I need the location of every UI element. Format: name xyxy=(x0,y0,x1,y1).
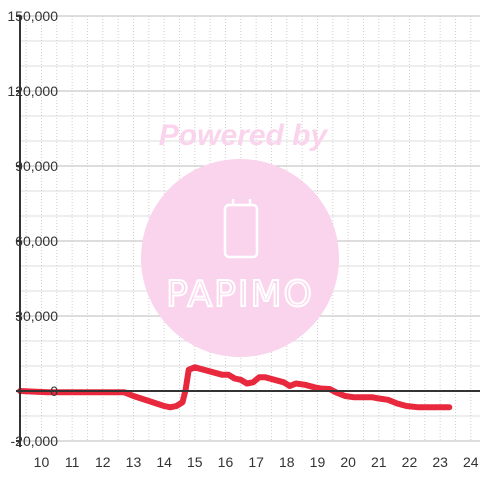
x-tick-label: 15 xyxy=(187,454,203,470)
x-tick-label: 11 xyxy=(65,454,80,470)
x-tick-label: 17 xyxy=(248,454,264,470)
y-tick-label: 0 xyxy=(50,383,58,399)
x-tick-label: 22 xyxy=(402,454,418,470)
watermark-text: Powered by xyxy=(159,119,329,152)
y-tick-label: 30,000 xyxy=(15,308,58,324)
x-tick-label: 18 xyxy=(279,454,295,470)
x-tick-label: 23 xyxy=(432,454,448,470)
y-tick-label: 150,000 xyxy=(7,8,58,24)
x-tick-label: 14 xyxy=(156,454,172,470)
phone-icon xyxy=(223,199,259,259)
y-tick-label: -20,000 xyxy=(11,433,59,449)
x-tick-label: 12 xyxy=(95,454,111,470)
tick-labels: -20,000 0 30,000 60,000 90,000 120,000 150,000… xyxy=(7,8,478,470)
x-tick-label: 21 xyxy=(371,454,387,470)
x-tick-label: 13 xyxy=(126,454,142,470)
x-tick-label: 20 xyxy=(340,454,356,470)
y-tick-label: 90,000 xyxy=(15,158,58,174)
series-line-0 xyxy=(17,364,453,411)
x-tick-label: 10 xyxy=(34,454,50,470)
watermark-logo: PAPIMO xyxy=(166,274,314,315)
x-tick-label: 16 xyxy=(218,454,234,470)
y-tick-label: 120,000 xyxy=(7,83,58,99)
watermark: Powered by PAPIMO xyxy=(141,119,339,357)
axes xyxy=(16,15,480,447)
x-tick-label: 24 xyxy=(463,454,479,470)
y-tick-label: 60,000 xyxy=(15,233,58,249)
x-tick-label: 19 xyxy=(310,454,326,470)
series-group xyxy=(17,364,453,411)
